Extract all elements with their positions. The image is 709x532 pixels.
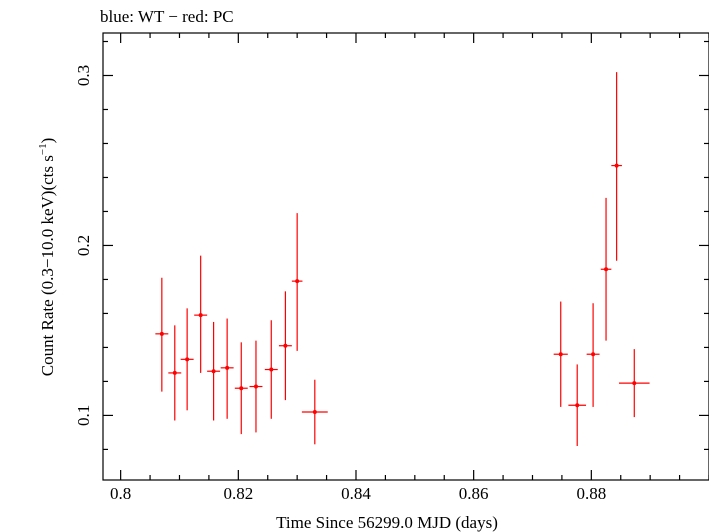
- data-point: [291, 213, 303, 351]
- data-marker: [172, 370, 177, 375]
- data-marker: [575, 403, 580, 408]
- data-point: [301, 379, 328, 445]
- y-tick-label: 0.1: [74, 405, 93, 426]
- data-marker: [312, 410, 317, 415]
- data-point: [568, 364, 587, 447]
- data-point: [278, 291, 292, 401]
- x-tick-label: 0.8: [110, 484, 131, 503]
- data-point: [194, 255, 208, 373]
- data-marker: [185, 357, 190, 362]
- y-axis-label-close: ): [38, 138, 57, 144]
- data-point: [234, 342, 248, 435]
- data-point: [220, 318, 234, 419]
- data-marker: [269, 367, 274, 372]
- data-marker: [295, 279, 300, 284]
- data-point: [611, 72, 622, 261]
- y-tick-label: 0.3: [74, 65, 93, 86]
- data-marker: [239, 386, 244, 391]
- x-tick-label: 0.86: [459, 484, 489, 503]
- data-point: [207, 321, 221, 421]
- data-point: [155, 277, 169, 392]
- data-marker: [632, 381, 637, 386]
- data-series-pc: [155, 72, 650, 447]
- y-axis-label-exponent: −1: [37, 143, 49, 155]
- y-axis-ticks: 0.1 0.2 0.3: [74, 40, 709, 451]
- x-tick-label: 0.82: [223, 484, 253, 503]
- data-point: [586, 303, 600, 407]
- y-axis-label: Count Rate (0.3−10.0 keV)(cts s−1): [37, 138, 57, 377]
- data-point: [249, 340, 263, 433]
- data-marker: [283, 343, 288, 348]
- data-marker: [591, 352, 596, 357]
- data-point: [168, 325, 182, 421]
- y-tick-label: 0.2: [74, 235, 93, 256]
- data-point: [553, 301, 568, 407]
- x-tick-label: 0.84: [341, 484, 371, 503]
- data-marker: [253, 384, 258, 389]
- data-marker: [604, 267, 609, 272]
- data-marker: [159, 331, 164, 336]
- plot-frame: [102, 32, 709, 481]
- data-marker: [198, 313, 203, 318]
- data-marker: [225, 365, 230, 370]
- data-point: [600, 197, 612, 341]
- data-marker: [211, 369, 216, 374]
- x-axis-label: Time Since 56299.0 MJD (days): [276, 513, 498, 532]
- chart-title: blue: WT − red: PC: [100, 7, 234, 26]
- data-point: [180, 308, 194, 411]
- y-axis-label-main: Count Rate (0.3−10.0 keV)(cts s: [38, 155, 57, 376]
- x-axis-ticks: 0.8 0.82 0.84 0.86 0.88: [110, 33, 709, 503]
- x-tick-label: 0.88: [576, 484, 606, 503]
- data-marker: [558, 352, 563, 357]
- data-marker: [614, 163, 619, 168]
- data-point: [264, 320, 278, 419]
- data-point: [618, 349, 650, 418]
